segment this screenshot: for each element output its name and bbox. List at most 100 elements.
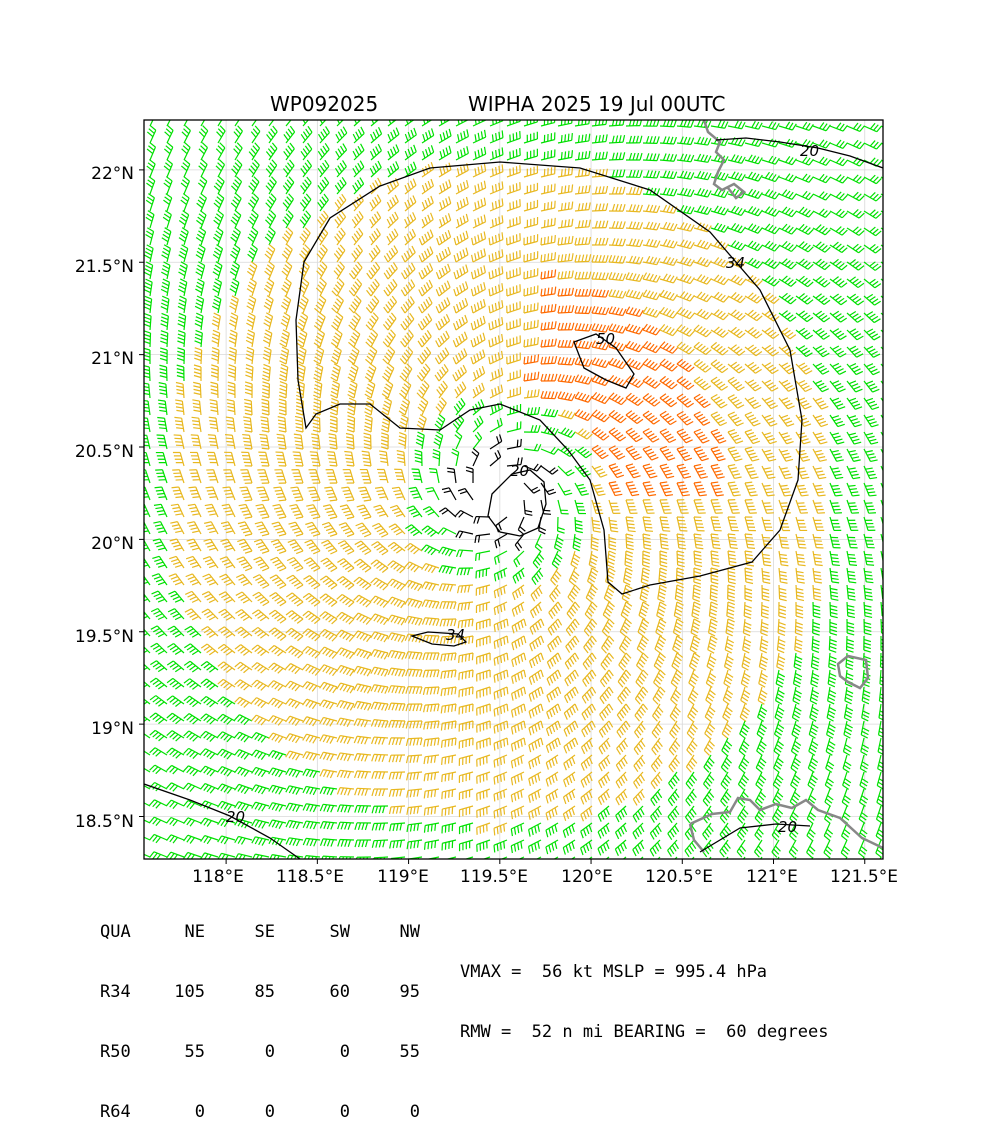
barb-feather xyxy=(424,808,425,815)
barb-feather xyxy=(133,713,139,717)
barb-feather xyxy=(175,421,182,422)
barb-feather xyxy=(165,115,170,120)
barb-feather xyxy=(261,441,268,442)
barb-feather xyxy=(343,110,346,116)
barb-feather xyxy=(136,697,142,701)
barb-feather xyxy=(136,836,141,842)
barb-feather xyxy=(191,494,198,495)
barb-feather xyxy=(137,594,144,597)
barb-feather xyxy=(136,628,142,631)
barb-feather xyxy=(244,445,251,446)
barb-feather xyxy=(201,112,206,117)
barb-feather xyxy=(275,490,282,491)
barb-feather xyxy=(256,109,261,115)
barb-feather xyxy=(190,490,197,491)
barb-feather xyxy=(432,111,434,118)
barb-feather xyxy=(139,837,144,843)
barb-feather xyxy=(158,421,165,422)
barb-feather xyxy=(219,112,224,117)
barb-feather xyxy=(379,110,382,117)
barb-feather xyxy=(209,438,216,439)
barb-feather xyxy=(243,441,250,442)
barb-feather xyxy=(158,497,165,498)
barb-feather xyxy=(135,591,142,594)
barb-feather xyxy=(328,459,335,460)
barb-feather xyxy=(234,115,239,121)
barb-feather xyxy=(327,452,334,453)
barb-feather xyxy=(449,112,451,119)
barb-feather xyxy=(414,111,416,118)
barb-feather xyxy=(236,112,241,118)
barb-feather xyxy=(431,807,432,814)
barb-feather xyxy=(323,112,327,118)
barb-feather xyxy=(174,494,181,495)
barb-feather xyxy=(221,109,226,114)
barb-feather xyxy=(222,487,229,488)
barb-feather xyxy=(243,438,250,439)
barb-feather xyxy=(141,497,148,498)
barb-feather xyxy=(226,497,233,498)
barb-feather xyxy=(136,749,141,754)
barb-feather xyxy=(133,695,139,699)
barb-feather xyxy=(226,438,233,439)
barb-feather xyxy=(296,500,303,501)
barb-feather xyxy=(134,608,141,611)
barb-feather xyxy=(139,820,144,825)
barb-feather xyxy=(245,500,252,501)
barb-feather xyxy=(156,490,163,491)
barb-feather xyxy=(273,109,277,115)
barb-feather xyxy=(396,111,399,118)
barb-feather xyxy=(238,109,243,115)
barb-feather xyxy=(288,112,292,118)
barb-feather xyxy=(394,113,397,120)
barb-feather xyxy=(345,455,352,456)
barb-feather xyxy=(428,859,429,866)
barb-feather xyxy=(142,428,149,429)
barb-feather xyxy=(435,807,436,814)
barb-feather xyxy=(293,494,300,495)
barb-feather xyxy=(133,678,139,682)
barb-feather xyxy=(428,825,429,832)
barb-feather xyxy=(428,842,429,849)
barb-feather xyxy=(341,112,344,118)
barb-feather xyxy=(136,663,142,667)
barb-feather xyxy=(139,751,144,756)
barb-feather xyxy=(203,109,208,114)
barb-feather xyxy=(435,824,436,831)
barb-feather xyxy=(172,487,179,488)
barb-feather xyxy=(136,646,142,650)
barb-feather xyxy=(259,494,266,495)
barb-feather xyxy=(133,800,138,805)
barb-feather xyxy=(467,112,468,119)
barb-feather xyxy=(206,487,213,488)
barb-feather xyxy=(168,109,173,114)
barb-feather xyxy=(346,458,353,459)
barb-feather xyxy=(210,445,217,446)
barb-feather xyxy=(136,715,142,719)
barb-feather xyxy=(136,801,141,806)
barb-feather xyxy=(133,834,138,840)
barb-feather xyxy=(159,428,166,429)
barb-feather xyxy=(291,109,295,115)
barb-feather xyxy=(209,497,216,498)
barb-feather xyxy=(431,841,432,848)
barb-feather xyxy=(136,522,143,523)
barb-feather xyxy=(294,497,301,498)
barb-feather xyxy=(254,112,259,118)
barb-feather xyxy=(134,643,140,647)
barb-feather xyxy=(208,435,215,436)
barb-feather xyxy=(199,115,204,120)
barb-feather xyxy=(176,428,183,429)
barb-feather xyxy=(134,626,140,629)
barb-feather xyxy=(241,490,248,491)
barb-feather xyxy=(279,500,286,501)
barb-feather xyxy=(176,424,183,425)
barb-feather xyxy=(239,487,246,488)
barb-feather xyxy=(346,462,353,463)
barb-feather xyxy=(133,782,138,787)
barb-feather xyxy=(141,424,148,425)
barb-feather xyxy=(429,469,436,470)
barb-feather xyxy=(151,109,156,114)
barb-feather xyxy=(207,490,214,491)
barb-feather xyxy=(139,490,146,491)
